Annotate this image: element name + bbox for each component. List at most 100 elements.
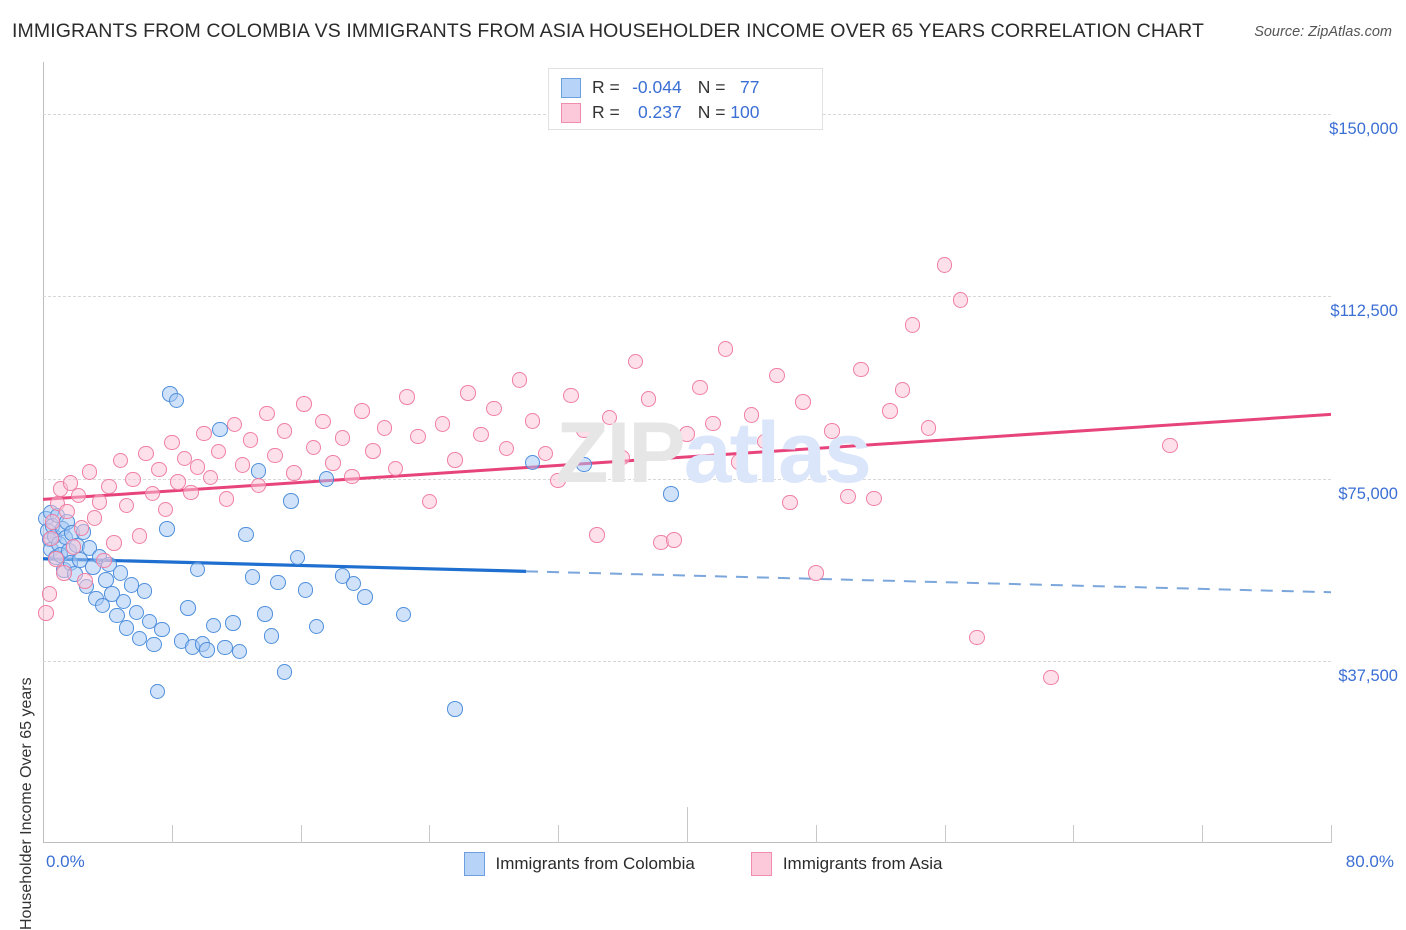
- scatter-point-asia[interactable]: [537, 445, 554, 462]
- scatter-point-asia[interactable]: [410, 428, 426, 445]
- scatter-point-colombia[interactable]: [199, 642, 215, 658]
- scatter-point-asia[interactable]: [43, 530, 59, 547]
- scatter-point-asia[interactable]: [824, 423, 840, 439]
- scatter-point-asia[interactable]: [882, 403, 898, 419]
- scatter-point-colombia[interactable]: [217, 639, 233, 656]
- scatter-point-asia[interactable]: [511, 372, 528, 388]
- legend-item-asia[interactable]: Immigrants from Asia: [750, 852, 942, 876]
- scatter-point-colombia[interactable]: [308, 618, 325, 634]
- scatter-point-asia[interactable]: [936, 257, 953, 273]
- scatter-point-asia[interactable]: [782, 494, 798, 511]
- scatter-point-asia[interactable]: [59, 503, 75, 520]
- scatter-point-colombia[interactable]: [270, 574, 286, 591]
- scatter-point-colombia[interactable]: [276, 664, 293, 680]
- scatter-point-colombia[interactable]: [189, 561, 206, 578]
- scatter-point-colombia[interactable]: [231, 643, 248, 660]
- scatter-point-asia[interactable]: [692, 379, 708, 396]
- scatter-point-asia[interactable]: [498, 440, 515, 457]
- scatter-point-asia[interactable]: [41, 586, 58, 602]
- scatter-point-asia[interactable]: [259, 405, 275, 422]
- scatter-point-asia[interactable]: [705, 415, 721, 432]
- scatter-point-asia[interactable]: [1043, 669, 1059, 686]
- scatter-point-asia[interactable]: [81, 464, 98, 480]
- scatter-point-asia[interactable]: [614, 449, 631, 466]
- scatter-point-colombia[interactable]: [238, 526, 254, 543]
- scatter-point-asia[interactable]: [77, 573, 93, 589]
- scatter-point-asia[interactable]: [563, 387, 579, 404]
- scatter-point-asia[interactable]: [473, 426, 489, 443]
- scatter-point-colombia[interactable]: [318, 471, 335, 487]
- scatter-point-asia[interactable]: [894, 382, 911, 398]
- scatter-point-asia[interactable]: [112, 452, 129, 469]
- scatter-point-colombia[interactable]: [136, 583, 153, 599]
- scatter-point-asia[interactable]: [73, 520, 90, 536]
- scatter-point-asia[interactable]: [550, 472, 566, 489]
- scatter-point-colombia[interactable]: [205, 617, 222, 634]
- scatter-point-asia[interactable]: [524, 413, 541, 429]
- scatter-point-asia[interactable]: [305, 439, 322, 456]
- scatter-point-asia[interactable]: [840, 488, 856, 505]
- scatter-point-asia[interactable]: [576, 422, 592, 439]
- scatter-point-asia[interactable]: [904, 317, 921, 333]
- scatter-point-asia[interactable]: [866, 490, 882, 507]
- scatter-point-asia[interactable]: [96, 552, 112, 569]
- scatter-point-asia[interactable]: [250, 477, 267, 494]
- scatter-point-asia[interactable]: [376, 420, 393, 436]
- scatter-point-asia[interactable]: [125, 471, 141, 488]
- scatter-point-asia[interactable]: [48, 551, 64, 567]
- scatter-point-colombia[interactable]: [159, 521, 175, 537]
- scatter-point-asia[interactable]: [286, 465, 302, 481]
- scatter-point-colombia[interactable]: [576, 456, 592, 473]
- scatter-point-colombia[interactable]: [395, 606, 412, 623]
- scatter-point-asia[interactable]: [1162, 437, 1178, 454]
- scatter-point-asia[interactable]: [62, 475, 79, 491]
- scatter-point-colombia[interactable]: [115, 593, 132, 610]
- scatter-point-asia[interactable]: [144, 485, 161, 502]
- scatter-point-asia[interactable]: [131, 528, 148, 544]
- scatter-point-asia[interactable]: [315, 413, 331, 430]
- scatter-point-colombia[interactable]: [118, 620, 135, 636]
- scatter-point-colombia[interactable]: [94, 597, 111, 614]
- scatter-point-asia[interactable]: [679, 426, 695, 442]
- scatter-point-asia[interactable]: [138, 445, 154, 462]
- scatter-point-asia[interactable]: [640, 391, 657, 407]
- scatter-point-asia[interactable]: [170, 474, 186, 490]
- scatter-point-colombia[interactable]: [263, 628, 280, 644]
- legend-item-colombia[interactable]: Immigrants from Colombia: [463, 852, 695, 876]
- scatter-point-asia[interactable]: [296, 396, 312, 412]
- scatter-point-asia[interactable]: [808, 565, 824, 581]
- scatter-point-asia[interactable]: [267, 447, 283, 464]
- scatter-point-asia[interactable]: [447, 452, 463, 468]
- scatter-point-colombia[interactable]: [225, 615, 241, 631]
- scatter-point-colombia[interactable]: [524, 454, 541, 471]
- scatter-point-asia[interactable]: [795, 394, 811, 410]
- scatter-point-colombia[interactable]: [112, 565, 129, 581]
- scatter-point-colombia[interactable]: [109, 607, 125, 624]
- scatter-point-asia[interactable]: [164, 434, 180, 451]
- scatter-point-asia[interactable]: [118, 497, 135, 514]
- scatter-point-asia[interactable]: [399, 389, 415, 405]
- scatter-point-colombia[interactable]: [131, 630, 148, 647]
- scatter-point-asia[interactable]: [189, 459, 206, 475]
- scatter-point-asia[interactable]: [325, 455, 341, 471]
- scatter-point-colombia[interactable]: [154, 621, 170, 638]
- scatter-point-asia[interactable]: [276, 423, 293, 439]
- scatter-point-asia[interactable]: [920, 420, 937, 436]
- scatter-point-asia[interactable]: [969, 629, 985, 646]
- scatter-point-colombia[interactable]: [283, 493, 299, 509]
- scatter-point-colombia[interactable]: [168, 392, 185, 409]
- scatter-point-asia[interactable]: [86, 510, 103, 526]
- scatter-point-colombia[interactable]: [345, 575, 362, 592]
- scatter-point-asia[interactable]: [589, 527, 605, 543]
- scatter-point-asia[interactable]: [434, 416, 451, 432]
- scatter-point-asia[interactable]: [202, 469, 219, 486]
- scatter-point-asia[interactable]: [486, 400, 502, 417]
- scatter-point-asia[interactable]: [387, 460, 404, 477]
- scatter-point-asia[interactable]: [183, 484, 199, 501]
- scatter-point-colombia[interactable]: [257, 606, 273, 622]
- scatter-point-asia[interactable]: [666, 532, 682, 548]
- scatter-point-asia[interactable]: [65, 539, 82, 555]
- scatter-point-colombia[interactable]: [297, 582, 314, 598]
- scatter-point-colombia[interactable]: [180, 600, 196, 616]
- scatter-point-asia[interactable]: [226, 416, 243, 433]
